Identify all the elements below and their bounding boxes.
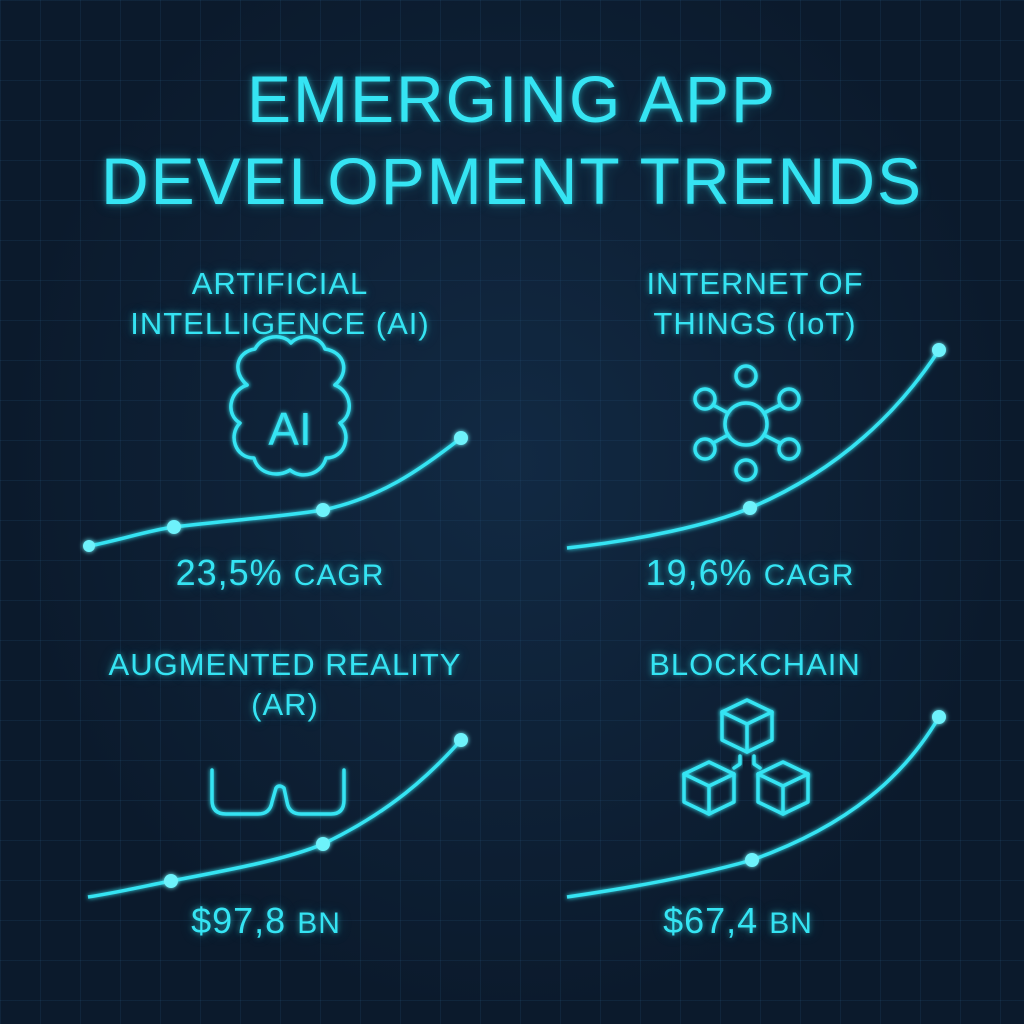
ar-value-unit: BN (297, 907, 341, 940)
ar-trend-line (87, 738, 463, 899)
brain-icon-label: AI (268, 403, 311, 455)
ar-heading: AUGMENTED REALITY (AR) (40, 645, 530, 725)
ar-value: $97,8 BN (96, 901, 436, 944)
ai-value: 23,5% CAGR (110, 553, 450, 596)
title-line-2: DEVELOPMENT TRENDS (100, 144, 924, 218)
brain-icon: AI (222, 335, 358, 477)
iot-heading-line-1: INTERNET OF (646, 266, 864, 301)
blockchain-heading: BLOCKCHAIN (560, 645, 950, 685)
iot-trend-point (932, 343, 946, 357)
cubes-icon (682, 698, 810, 816)
ar-glasses-icon (198, 768, 352, 816)
blockchain-value: $67,4 BN (568, 901, 908, 944)
title-line-1: EMERGING APP (246, 62, 778, 136)
blockchain-value-unit: BN (769, 907, 813, 940)
ar-heading-line-1: AUGMENTED REALITY (108, 647, 462, 682)
blockchain-trend-point (932, 710, 946, 724)
blockchain-value-number: $67,4 (663, 900, 759, 941)
page-title: EMERGING APP DEVELOPMENT TRENDS (0, 58, 1024, 222)
iot-value-unit: CAGR (763, 559, 855, 592)
blockchain-heading-line-1: BLOCKCHAIN (649, 647, 861, 682)
iot-value-number: 19,6% (645, 552, 753, 593)
blockchain-trend-point (745, 853, 759, 867)
ar-trend-point (316, 837, 330, 851)
ai-value-number: 23,5% (175, 552, 283, 593)
blockchain-trend-line (566, 716, 941, 899)
iot-heading-line-2: THINGS (IoT) (653, 306, 857, 341)
iot-value: 19,6% CAGR (580, 553, 920, 596)
ai-trend-point (454, 431, 468, 445)
ai-heading: ARTIFICIAL INTELLIGENCE (AI) (60, 264, 500, 344)
network-hub-icon (693, 364, 801, 482)
ar-trend-point (164, 874, 178, 888)
ai-heading-line-1: ARTIFICIAL (191, 266, 369, 301)
ai-trend-line (88, 436, 463, 548)
ar-value-number: $97,8 (191, 900, 287, 941)
ai-heading-line-2: INTELLIGENCE (AI) (130, 306, 430, 341)
iot-trend-point (743, 501, 757, 515)
ar-heading-line-2: (AR) (251, 687, 319, 722)
ar-trend-point (454, 733, 468, 747)
ai-trend-point (83, 540, 95, 552)
iot-trend-line (566, 349, 941, 550)
ai-trend-point (316, 503, 330, 517)
ai-trend-point (167, 520, 181, 534)
iot-heading: INTERNET OF THINGS (IoT) (560, 264, 950, 344)
ai-value-unit: CAGR (293, 559, 385, 592)
